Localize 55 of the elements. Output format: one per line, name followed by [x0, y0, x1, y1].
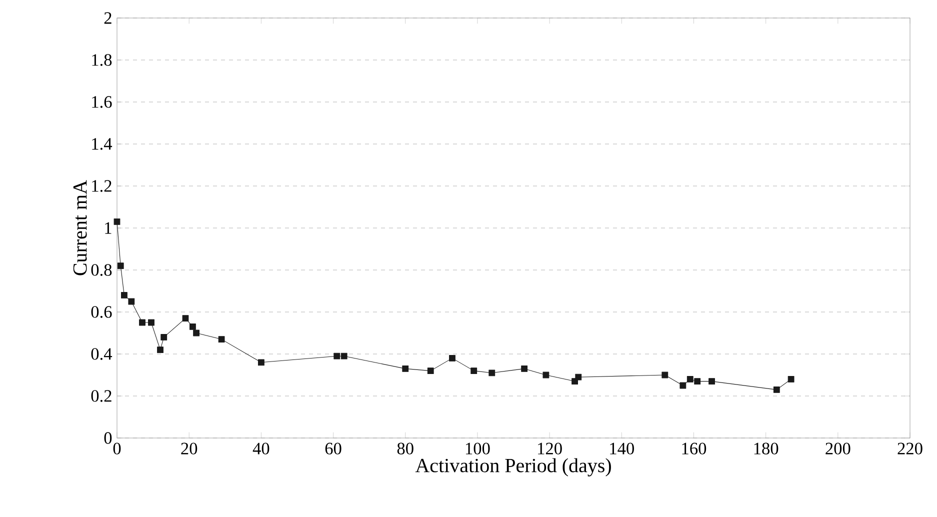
- point: [470, 368, 478, 374]
- point: [694, 378, 701, 385]
- y-tick-label: 0: [104, 432, 112, 444]
- point: [117, 262, 124, 269]
- point: [157, 346, 164, 353]
- y-axis-title: Current mA: [73, 180, 87, 276]
- y-tick-label: 1.6: [92, 96, 112, 108]
- y-tick-label: 2: [104, 12, 112, 24]
- x-tick-label: 180: [754, 442, 778, 454]
- point: [575, 374, 582, 380]
- point: [521, 365, 528, 372]
- point: [139, 319, 146, 326]
- x-tick-label: 100: [466, 442, 490, 454]
- x-tick-label: 220: [898, 442, 922, 454]
- x-tick-label: 20: [181, 442, 198, 454]
- x-axis-title: Activation Period (days): [415, 458, 611, 476]
- point: [258, 359, 264, 366]
- x-tick-label: 120: [538, 442, 562, 454]
- x-tick-label: 140: [610, 442, 634, 454]
- point: [114, 218, 120, 225]
- point: [182, 315, 189, 322]
- point: [402, 365, 409, 372]
- point: [686, 376, 694, 382]
- y-tick-label: 0.8: [91, 264, 112, 276]
- y-tick-label: 1.4: [92, 138, 112, 150]
- point: [193, 330, 200, 336]
- x-tick-label: 40: [252, 442, 270, 454]
- point: [662, 372, 668, 378]
- y-tick-label: 1: [105, 222, 112, 234]
- point: [680, 382, 686, 389]
- point: [488, 370, 496, 376]
- x-tick-label: 60: [325, 442, 342, 454]
- y-tick-label: 1.2: [92, 180, 112, 192]
- y-tick-label: 1.8: [92, 54, 112, 66]
- x-tick-label: 160: [682, 442, 706, 454]
- point: [708, 378, 715, 385]
- point: [148, 319, 154, 326]
- point: [190, 323, 196, 330]
- point: [542, 372, 550, 378]
- point: [788, 376, 794, 382]
- y-tick-label: 0.6: [91, 306, 112, 318]
- x-tick-label: 80: [397, 442, 414, 454]
- y-tick-label: 0.2: [91, 390, 112, 402]
- point: [121, 292, 128, 298]
- point: [160, 334, 168, 340]
- point: [427, 368, 434, 374]
- x-tick-label: 0: [113, 442, 121, 454]
- point: [334, 352, 340, 360]
- point: [218, 336, 225, 343]
- x-tick-label: 200: [826, 442, 850, 454]
- point: [340, 352, 348, 360]
- point: [128, 298, 135, 305]
- y-tick-label: 0.4: [91, 348, 112, 360]
- point: [773, 386, 780, 393]
- point: [449, 354, 456, 362]
